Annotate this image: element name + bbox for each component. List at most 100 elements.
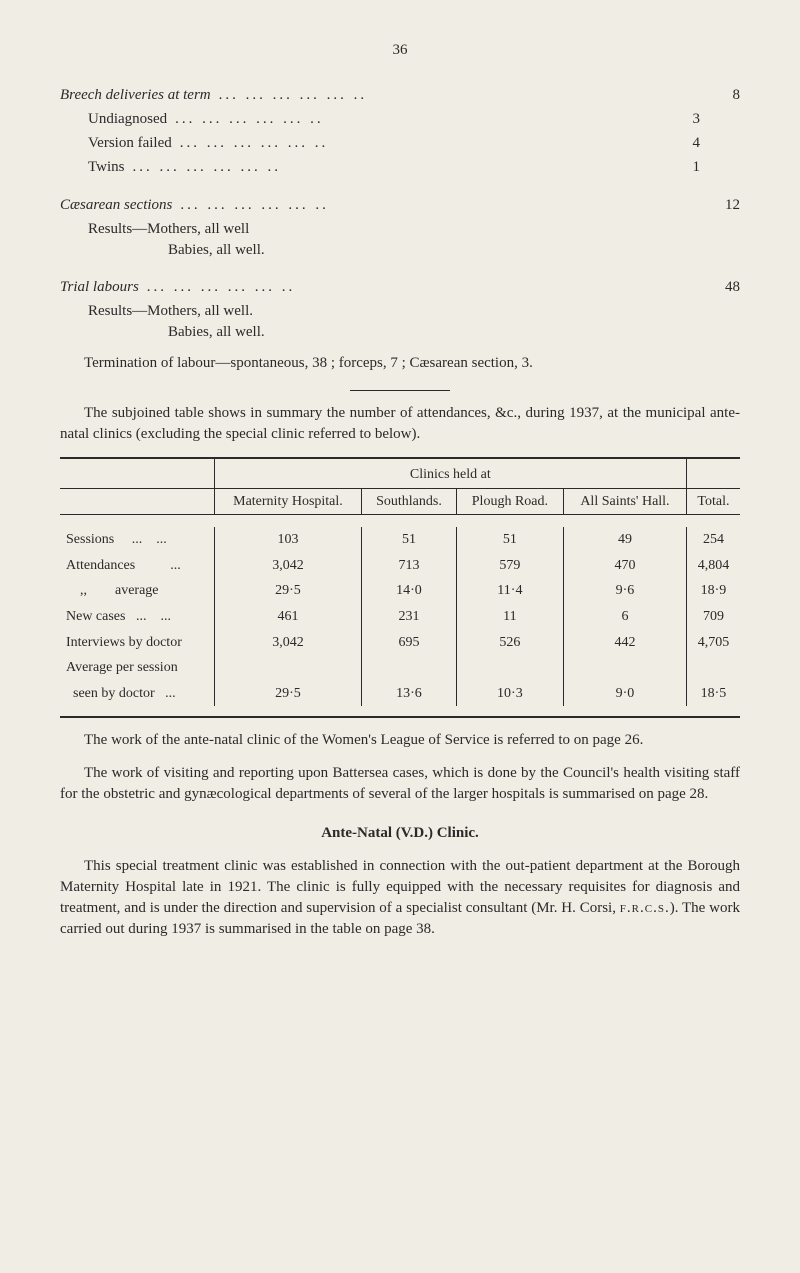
subjoined-para: The subjoined table shows in summary the… bbox=[60, 403, 740, 445]
vd-heading: Ante-Natal (V.D.) Clinic. bbox=[60, 823, 740, 844]
cell: 9·0 bbox=[564, 681, 687, 707]
table-body: Sessions ... ...103515149254Attendances … bbox=[60, 527, 740, 706]
row-total: 4,804 bbox=[686, 553, 740, 579]
row-total bbox=[686, 655, 740, 681]
breech-item-value: 1 bbox=[680, 157, 700, 178]
cell: 3,042 bbox=[214, 630, 361, 656]
empty-cell bbox=[60, 488, 214, 515]
spacer bbox=[60, 706, 740, 717]
spacer-row bbox=[60, 706, 740, 717]
row-total: 254 bbox=[686, 527, 740, 553]
caesarean-total: 12 bbox=[700, 195, 740, 216]
col-header: Southlands. bbox=[362, 488, 457, 515]
trial-section: Trial labours 48 Results—Mothers, all we… bbox=[60, 277, 740, 374]
header-group: Clinics held at bbox=[214, 458, 686, 488]
breech-title: Breech deliveries at term bbox=[60, 85, 211, 106]
cell: 14·0 bbox=[362, 578, 457, 604]
breech-title-row: Breech deliveries at term 8 bbox=[60, 85, 740, 107]
table-row: Average per session bbox=[60, 655, 740, 681]
cell: 10·3 bbox=[456, 681, 563, 707]
table-header-row: Maternity Hospital. Southlands. Plough R… bbox=[60, 488, 740, 515]
empty-cell bbox=[60, 458, 214, 488]
para-battersea: The work of visiting and reporting upon … bbox=[60, 763, 740, 805]
cell: 11·4 bbox=[456, 578, 563, 604]
trial-title: Trial labours bbox=[60, 277, 139, 298]
table-row: ,, average29·514·011·49·618·9 bbox=[60, 578, 740, 604]
table-row: Attendances ...3,0427135794704,804 bbox=[60, 553, 740, 579]
cell: 695 bbox=[362, 630, 457, 656]
row-total: 18·5 bbox=[686, 681, 740, 707]
cell bbox=[362, 655, 457, 681]
row-total: 18·9 bbox=[686, 578, 740, 604]
col-header: Maternity Hospital. bbox=[214, 488, 361, 515]
trial-total: 48 bbox=[700, 277, 740, 298]
cell: 51 bbox=[362, 527, 457, 553]
caesarean-title-row: Cæsarean sections 12 bbox=[60, 195, 740, 217]
cell: 713 bbox=[362, 553, 457, 579]
cell: 442 bbox=[564, 630, 687, 656]
dots bbox=[180, 133, 672, 155]
cell bbox=[456, 655, 563, 681]
cell: 579 bbox=[456, 553, 563, 579]
caesarean-results: Results—Mothers, all well bbox=[88, 219, 740, 240]
row-label: New cases ... ... bbox=[60, 604, 214, 630]
caesarean-section: Cæsarean sections 12 Results—Mothers, al… bbox=[60, 195, 740, 261]
row-total: 709 bbox=[686, 604, 740, 630]
caesarean-results-sub: Babies, all well. bbox=[168, 240, 740, 261]
table-row: Sessions ... ...103515149254 bbox=[60, 527, 740, 553]
breech-item: Undiagnosed 3 bbox=[88, 109, 740, 131]
breech-item-value: 4 bbox=[680, 133, 700, 154]
table-header-group-row: Clinics held at bbox=[60, 458, 740, 488]
breech-item: Version failed 4 bbox=[88, 133, 740, 155]
cell bbox=[214, 655, 361, 681]
row-label: ,, average bbox=[60, 578, 214, 604]
caesarean-title: Cæsarean sections bbox=[60, 195, 172, 216]
spacer bbox=[60, 515, 740, 528]
cell: 3,042 bbox=[214, 553, 361, 579]
cell: 29·5 bbox=[214, 578, 361, 604]
para-league: The work of the ante-natal clinic of the… bbox=[60, 730, 740, 751]
cell: 29·5 bbox=[214, 681, 361, 707]
vd-para: This special treatment clinic was establ… bbox=[60, 856, 740, 940]
table-row: Interviews by doctor3,0426955264424,705 bbox=[60, 630, 740, 656]
table-row: New cases ... ...461231116709 bbox=[60, 604, 740, 630]
trial-termination: Termination of labour—spontaneous, 38 ; … bbox=[60, 353, 740, 374]
cell: 231 bbox=[362, 604, 457, 630]
trial-results-sub: Babies, all well. bbox=[168, 322, 740, 343]
cell: 49 bbox=[564, 527, 687, 553]
row-label: seen by doctor ... bbox=[60, 681, 214, 707]
cell: 461 bbox=[214, 604, 361, 630]
cell: 13·6 bbox=[362, 681, 457, 707]
breech-item-label: Twins bbox=[88, 157, 124, 178]
row-label: Sessions ... ... bbox=[60, 527, 214, 553]
cell: 470 bbox=[564, 553, 687, 579]
cell: 11 bbox=[456, 604, 563, 630]
col-header: Total. bbox=[686, 488, 740, 515]
breech-section: Breech deliveries at term 8 Undiagnosed … bbox=[60, 85, 740, 179]
clinics-table: Clinics held at Maternity Hospital. Sout… bbox=[60, 457, 740, 718]
breech-item-label: Version failed bbox=[88, 133, 172, 154]
breech-item: Twins 1 bbox=[88, 157, 740, 179]
page-number: 36 bbox=[60, 40, 740, 61]
dots bbox=[180, 195, 692, 217]
cell: 6 bbox=[564, 604, 687, 630]
dots bbox=[132, 157, 672, 179]
cell bbox=[564, 655, 687, 681]
row-label: Interviews by doctor bbox=[60, 630, 214, 656]
row-label: Attendances ... bbox=[60, 553, 214, 579]
trial-title-row: Trial labours 48 bbox=[60, 277, 740, 299]
dots bbox=[175, 109, 672, 131]
col-header: Plough Road. bbox=[456, 488, 563, 515]
vd-frcs: f.r.c.s. bbox=[620, 900, 670, 916]
row-label: Average per session bbox=[60, 655, 214, 681]
breech-total: 8 bbox=[700, 85, 740, 106]
dots bbox=[147, 277, 692, 299]
breech-item-label: Undiagnosed bbox=[88, 109, 167, 130]
cell: 103 bbox=[214, 527, 361, 553]
empty-cell bbox=[686, 458, 740, 488]
col-header: All Saints' Hall. bbox=[564, 488, 687, 515]
table-row: seen by doctor ...29·513·610·39·018·5 bbox=[60, 681, 740, 707]
cell: 526 bbox=[456, 630, 563, 656]
breech-item-value: 3 bbox=[680, 109, 700, 130]
spacer-row bbox=[60, 515, 740, 528]
